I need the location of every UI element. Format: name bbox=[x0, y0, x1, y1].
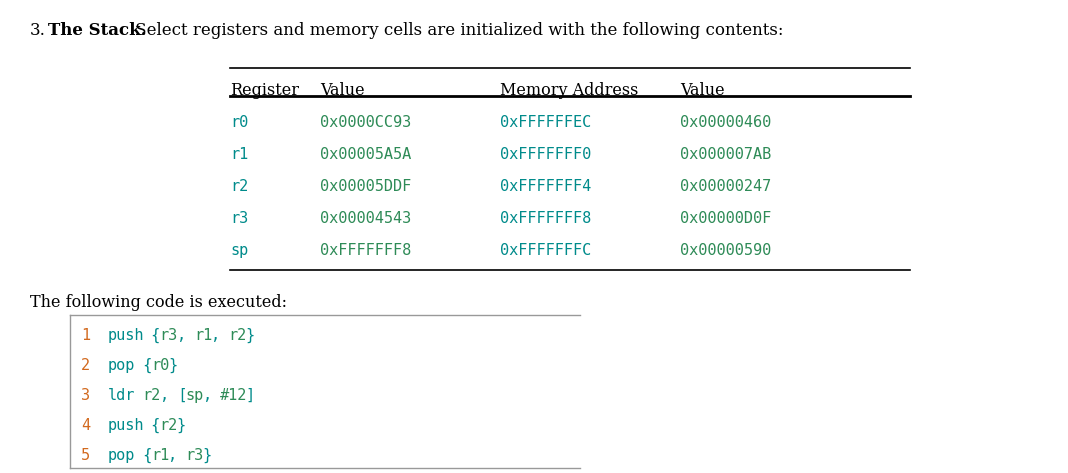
Text: The following code is executed:: The following code is executed: bbox=[30, 294, 287, 311]
Text: Value: Value bbox=[680, 82, 724, 99]
Text: r2: r2 bbox=[159, 418, 178, 432]
Text: push: push bbox=[108, 327, 144, 342]
Text: Value: Value bbox=[320, 82, 364, 99]
Text: }: } bbox=[168, 358, 177, 373]
Text: 5: 5 bbox=[81, 447, 90, 463]
Text: r0: r0 bbox=[151, 358, 169, 373]
Text: 0x00000590: 0x00000590 bbox=[680, 243, 771, 258]
Text: 0x00000247: 0x00000247 bbox=[680, 179, 771, 194]
Text: }: } bbox=[203, 447, 211, 463]
Text: push: push bbox=[108, 418, 144, 432]
Text: pop: pop bbox=[108, 447, 136, 463]
Text: r3: r3 bbox=[159, 327, 178, 342]
Text: r2: r2 bbox=[230, 179, 248, 194]
Text: {: { bbox=[142, 327, 160, 342]
Text: 0x00005A5A: 0x00005A5A bbox=[320, 147, 411, 162]
Text: 0x000007AB: 0x000007AB bbox=[680, 147, 771, 162]
Text: r1: r1 bbox=[194, 327, 213, 342]
Text: Select registers and memory cells are initialized with the following contents:: Select registers and memory cells are in… bbox=[130, 22, 784, 39]
Text: 0xFFFFFFF8: 0xFFFFFFF8 bbox=[500, 211, 592, 226]
Text: sp: sp bbox=[230, 243, 248, 258]
Text: #12: #12 bbox=[220, 387, 247, 403]
Text: r2: r2 bbox=[229, 327, 247, 342]
Text: r1: r1 bbox=[151, 447, 169, 463]
Text: {: { bbox=[134, 447, 152, 463]
Text: ,: , bbox=[203, 387, 221, 403]
Text: 0x00004543: 0x00004543 bbox=[320, 211, 411, 226]
Text: sp: sp bbox=[186, 387, 204, 403]
Text: ,: , bbox=[168, 447, 187, 463]
Text: r3: r3 bbox=[230, 211, 248, 226]
Text: ,: , bbox=[211, 327, 230, 342]
Text: 0x00000D0F: 0x00000D0F bbox=[680, 211, 771, 226]
Text: 0x00005DDF: 0x00005DDF bbox=[320, 179, 411, 194]
Text: r2: r2 bbox=[142, 387, 160, 403]
Text: Memory Address: Memory Address bbox=[500, 82, 639, 99]
Text: 0x00000460: 0x00000460 bbox=[680, 115, 771, 130]
Text: , [: , [ bbox=[159, 387, 187, 403]
Text: r0: r0 bbox=[230, 115, 248, 130]
Text: ]: ] bbox=[246, 387, 255, 403]
Text: {: { bbox=[142, 417, 160, 433]
Text: 4: 4 bbox=[81, 418, 90, 432]
Text: 0x0000CC93: 0x0000CC93 bbox=[320, 115, 411, 130]
Text: 0xFFFFFFF4: 0xFFFFFFF4 bbox=[500, 179, 592, 194]
Text: The Stack.: The Stack. bbox=[48, 22, 146, 39]
Text: 2: 2 bbox=[81, 358, 90, 373]
Text: 3: 3 bbox=[81, 387, 90, 403]
Text: 0xFFFFFFFC: 0xFFFFFFFC bbox=[500, 243, 592, 258]
Text: pop: pop bbox=[108, 358, 136, 373]
Text: Register: Register bbox=[230, 82, 299, 99]
Text: 0xFFFFFFF0: 0xFFFFFFF0 bbox=[500, 147, 592, 162]
Text: 0xFFFFFFF8: 0xFFFFFFF8 bbox=[320, 243, 411, 258]
Text: {: { bbox=[134, 358, 152, 373]
Text: ,: , bbox=[177, 327, 195, 342]
Text: r1: r1 bbox=[230, 147, 248, 162]
Text: }: } bbox=[246, 327, 255, 342]
Text: ldr: ldr bbox=[108, 387, 136, 403]
Text: 3.: 3. bbox=[30, 22, 46, 39]
Text: r3: r3 bbox=[186, 447, 204, 463]
Text: 1: 1 bbox=[81, 327, 90, 342]
Text: }: } bbox=[177, 417, 186, 433]
Text: 0xFFFFFFEC: 0xFFFFFFEC bbox=[500, 115, 592, 130]
